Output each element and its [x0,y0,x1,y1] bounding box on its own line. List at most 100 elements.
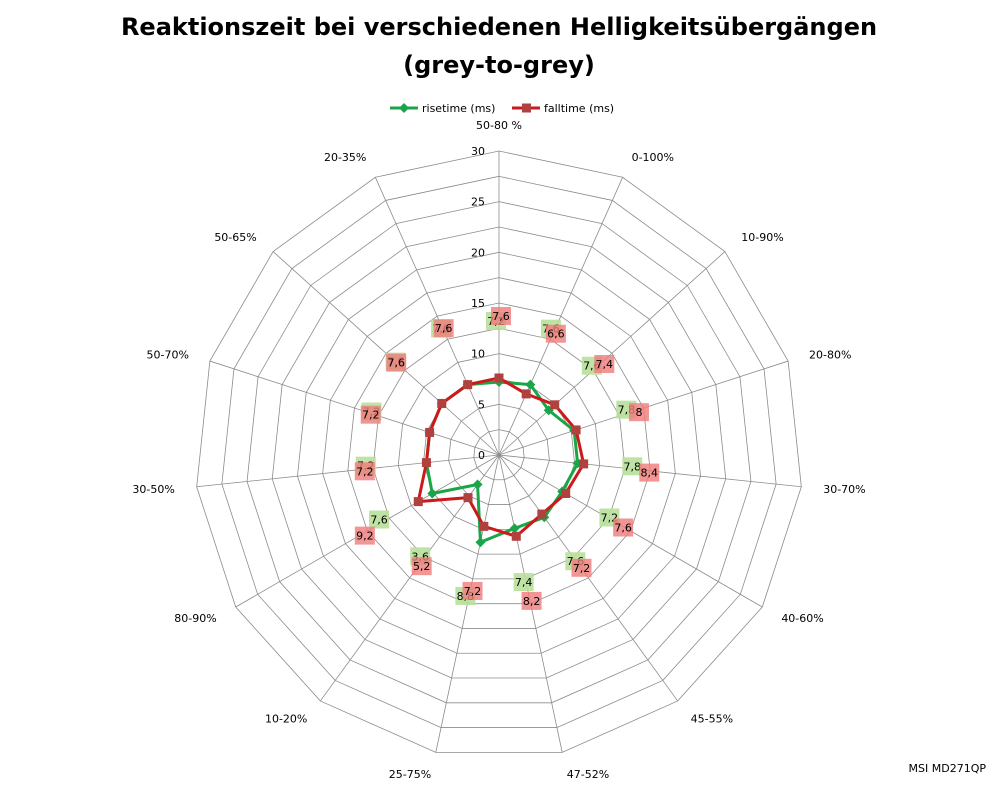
model-watermark: MSI MD271QP [908,762,986,775]
data-label-bg [360,405,381,424]
grid-ring [246,201,752,704]
category-label: 30-70% [823,483,865,496]
grid-spoke [319,454,500,702]
falltime-label: 7,6 [386,353,407,372]
data-label-text: 7,6 [370,514,388,527]
falltime-label: 7,6 [491,306,511,325]
data-label-text: 7,2 [464,585,482,598]
risetime-label: 7,6 [369,510,390,529]
risetime-point [427,488,438,499]
falltime-point [521,389,531,399]
grid-spoke [209,360,500,456]
series-layer [413,373,589,548]
legend-marker [399,103,409,113]
falltime-label: 8,2 [521,591,542,610]
data-label-bg [354,462,375,481]
data-label-bg [545,324,566,343]
category-label: 30-50% [132,483,174,496]
falltime-point [561,489,571,499]
category-label: 47-52% [567,768,609,781]
series-line [416,376,586,538]
risetime-label: 7,8 [622,457,643,476]
grid-ring [448,403,550,505]
category-labels: 50-80 % 0-100% 10-90% 20-80% 30-70% 40-60% 45-… [132,119,865,781]
tick-label: 0 [478,449,485,462]
legend-marker [522,103,531,113]
data-label-bg [521,591,542,610]
grid-ring [372,327,626,580]
data-label-text: 7,6 [614,522,632,535]
tick-label: 5 [478,398,485,411]
data-label-text: 8,2 [523,595,541,608]
data-label-bg [433,319,454,338]
category-label: 10-20% [265,713,307,726]
falltime-label: 7,2 [360,405,381,424]
falltime-point [425,427,435,437]
data-label-text: 7,2 [356,465,374,478]
falltime-point [463,380,473,390]
legend-label: falltime (ms) [544,102,614,115]
data-label-text: 5,2 [413,560,431,573]
data-label-text: 7,6 [435,322,453,335]
falltime-point [494,373,504,383]
category-label: 50-80 % [476,119,522,132]
falltime-point [511,531,521,541]
falltime-point [571,425,581,435]
chart-title: Reaktionszeit bei verschiedenen Helligke… [0,8,998,84]
legend-item-risetime: risetime (ms) [390,102,495,115]
category-label: 45-55% [691,713,733,726]
risetime-point [475,537,486,548]
falltime-point [413,497,423,507]
grid-spoke [498,251,726,456]
category-label: 50-70% [147,348,189,361]
data-label-text: 8,4 [641,467,659,480]
grid-ring [196,150,802,753]
risetime-point [525,379,536,390]
data-label-bg [369,510,390,529]
grid-ring [221,175,777,728]
risetime-point [509,523,520,534]
falltime-label: 7,2 [462,581,483,600]
data-label-bg [594,354,615,373]
data-label-bg [491,306,511,325]
falltime-point [479,521,489,531]
falltime-label: 5,2 [411,557,432,576]
falltime-label: 7,2 [571,558,592,577]
data-label-bg [571,558,592,577]
data-label-bg [411,557,432,576]
tick-label: 25 [471,196,485,209]
data-label-text: 6,6 [547,328,565,341]
grid-ring [397,353,601,555]
falltime-point [421,458,431,468]
grid-spoke [374,177,500,456]
data-label-bg [513,573,534,592]
tick-label: 20 [471,246,485,259]
category-label: 50-65% [214,231,256,244]
data-label-text: 7,4 [596,358,614,371]
data-label-bg [613,518,634,537]
axis-ticks: 0 5 10 15 20 25 30 [471,145,485,462]
falltime-label: 7,6 [433,319,454,338]
data-label-text: 9,2 [356,530,374,543]
data-label-text: 7,2 [362,409,380,422]
category-label: 40-60% [781,612,823,625]
data-label-bg [462,581,483,600]
chart-title-line1: Reaktionszeit bei verschiedenen Helligke… [120,13,878,41]
grid-ring [271,226,727,679]
data-label-text: 7,6 [492,310,510,323]
grid-spoke [498,177,624,456]
data-label-text: 7,6 [387,357,405,370]
radar-grid [196,150,802,753]
chart-title-line2: (grey-to-grey) [403,51,595,79]
falltime-label: 9,2 [354,526,375,545]
data-label-bg [628,403,649,422]
risetime-point [472,479,483,490]
category-label: 0-100% [632,151,674,164]
grid-ring [297,251,701,654]
grid-ring [473,429,525,481]
falltime-label: 7,2 [354,462,375,481]
data-labels: 7,27,67,67,87,87,27,67,48,83,67,67,27,27… [354,306,660,610]
tick-label: 10 [471,348,485,361]
grid-ring [322,277,676,629]
